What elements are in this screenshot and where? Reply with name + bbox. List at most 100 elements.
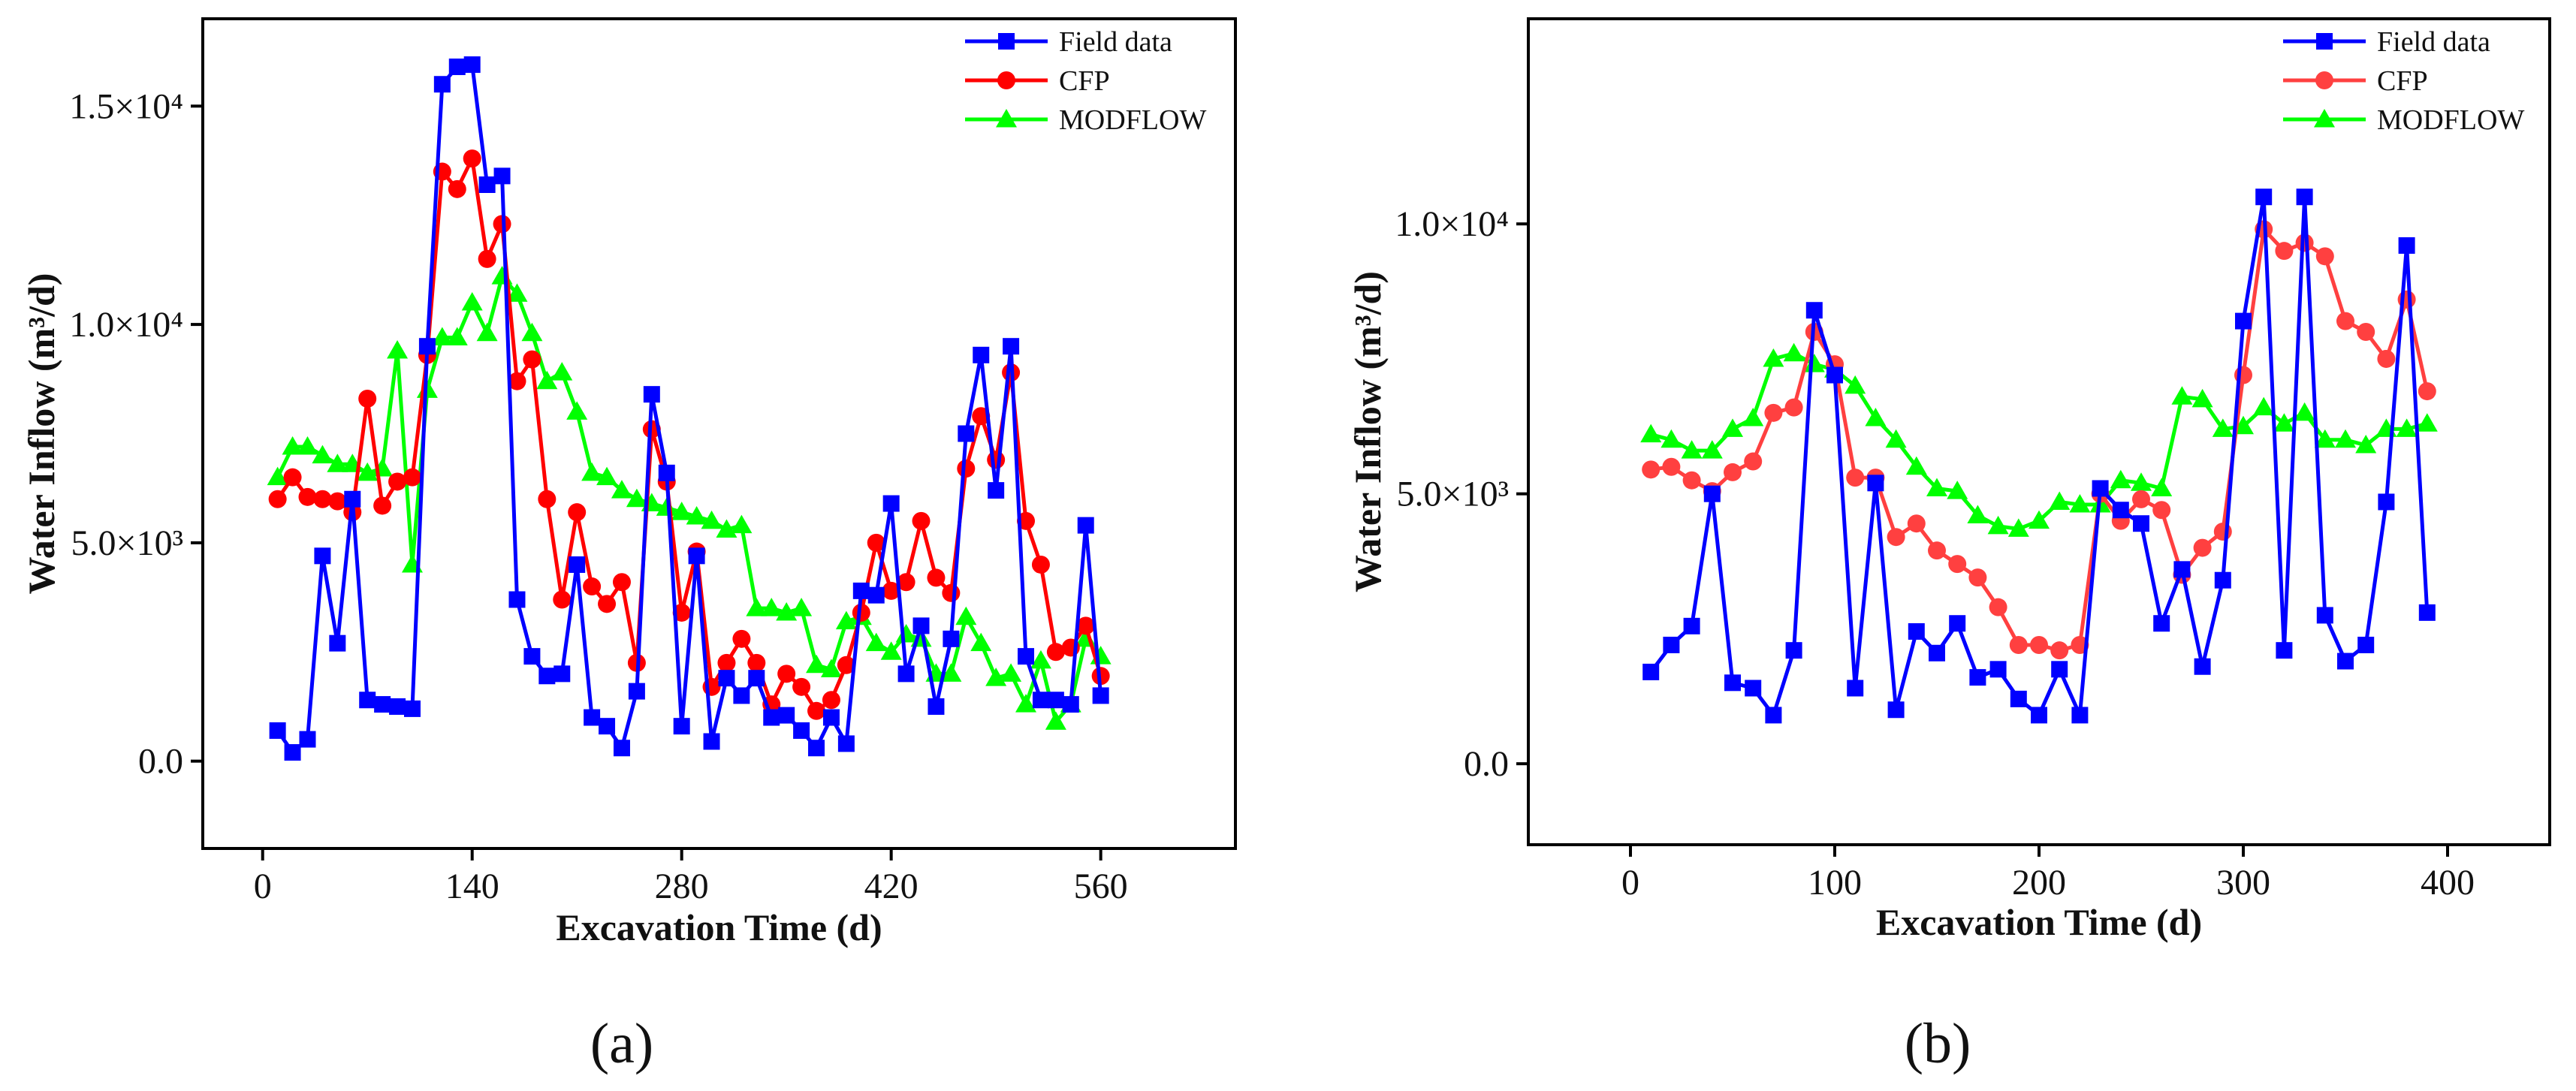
series-line (1650, 351, 2428, 531)
data-point (2007, 518, 2029, 537)
data-point (2009, 635, 2028, 654)
data-point (611, 480, 632, 499)
data-point (1887, 701, 1905, 719)
data-point (2396, 418, 2418, 437)
data-point (1722, 418, 1743, 437)
data-point (2131, 472, 2152, 491)
data-point (820, 659, 842, 678)
data-point (1784, 398, 1803, 417)
legend-marker (2316, 33, 2333, 50)
data-point (987, 451, 1006, 469)
data-point (1764, 403, 1783, 422)
y-tick-label: 0.0 (1464, 744, 1509, 784)
data-point (2337, 652, 2354, 670)
legend-marker (998, 33, 1015, 50)
y-tick-label: 5.0×10³ (1397, 475, 1509, 514)
data-point (807, 701, 826, 720)
data-point (895, 624, 917, 643)
data-point (2030, 635, 2048, 654)
data-point (282, 435, 303, 455)
series-modflow (1640, 342, 2438, 537)
data-point (958, 425, 975, 442)
data-point (748, 670, 765, 687)
series-line (276, 274, 1102, 724)
data-point (1783, 342, 1805, 362)
data-point (2418, 604, 2436, 621)
data-point (2132, 490, 2150, 508)
data-point (2295, 234, 2314, 252)
data-point (628, 683, 645, 700)
data-point (523, 350, 541, 369)
data-point (553, 590, 572, 609)
legend-label: MODFLOW (2377, 104, 2524, 136)
data-point (312, 445, 333, 464)
data-point (584, 709, 601, 726)
data-point (1847, 680, 1864, 697)
data-point (2133, 515, 2149, 532)
data-point (2153, 615, 2170, 632)
data-point (613, 740, 630, 757)
y-tick-label: 1.0×10⁴ (69, 305, 183, 345)
data-point (1907, 514, 1926, 533)
data-point (672, 603, 691, 622)
data-point (1092, 687, 1109, 704)
data-point (793, 722, 810, 739)
data-point (344, 490, 361, 508)
data-point (2010, 690, 2027, 707)
data-point (1724, 674, 1741, 692)
data-point (1987, 515, 2009, 535)
data-point (387, 340, 409, 359)
data-point (568, 503, 587, 522)
data-point (1989, 661, 2007, 678)
data-point (508, 591, 526, 608)
data-point (2051, 661, 2068, 678)
data-point (463, 56, 481, 74)
data-point (792, 677, 811, 696)
data-point (1661, 429, 1682, 448)
data-point (1076, 616, 1095, 635)
data-point (2152, 501, 2171, 520)
data-point (867, 586, 885, 604)
data-point (1908, 623, 1925, 640)
data-point (732, 629, 751, 648)
x-tick-label: 400 (2421, 863, 2475, 903)
data-point (506, 283, 528, 302)
data-point (1682, 471, 1701, 490)
data-point (1845, 375, 1866, 394)
data-point (1989, 598, 2007, 616)
data-point (1949, 615, 1966, 632)
data-point (2416, 413, 2438, 432)
data-point (761, 598, 783, 616)
data-point (2355, 434, 2377, 454)
data-point (943, 630, 960, 647)
data-point (298, 487, 317, 506)
data-point (882, 581, 900, 600)
data-point (912, 617, 930, 634)
data-point (942, 583, 961, 602)
data-point (1765, 707, 1782, 724)
data-point (867, 533, 885, 552)
data-point (297, 435, 318, 455)
data-point (433, 76, 451, 93)
data-point (806, 654, 828, 674)
data-point (2273, 413, 2295, 432)
data-point (523, 648, 541, 665)
data-point (2173, 561, 2191, 578)
plot-area-frame (201, 17, 1237, 850)
chart-panel-a: 0 140 280 420 560 0.0 5.0×10³ 1.0×10⁴ 1.5×10⁴ Exc… (20, 17, 1237, 1075)
data-point (327, 454, 348, 472)
data-point (373, 496, 392, 515)
data-point (2255, 188, 2273, 206)
data-point (703, 733, 720, 750)
data-point (1018, 648, 1035, 665)
data-point (717, 653, 736, 672)
data-point (403, 700, 421, 717)
series-field-data (269, 56, 1109, 761)
data-point (1742, 408, 1764, 426)
data-point (778, 707, 795, 724)
data-point (2071, 707, 2089, 724)
data-point (1000, 663, 1022, 682)
data-point (314, 547, 331, 565)
data-point (1030, 649, 1051, 669)
